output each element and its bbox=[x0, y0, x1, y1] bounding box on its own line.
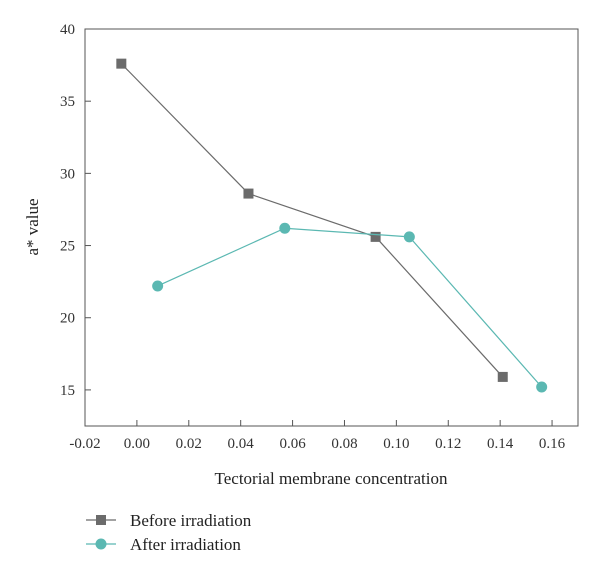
legend: Before irradiation After irradiation bbox=[86, 511, 252, 554]
data-point-circle bbox=[403, 231, 415, 243]
plot-frame bbox=[84, 28, 579, 427]
data-point-circle bbox=[152, 280, 164, 292]
legend-item-after: After irradiation bbox=[86, 535, 241, 554]
x-tick-label: 0.08 bbox=[331, 436, 357, 452]
legend-label-before: Before irradiation bbox=[130, 511, 252, 530]
legend-marker-after bbox=[95, 538, 107, 550]
legend-marker-before bbox=[96, 515, 106, 525]
x-tick-label: 0.00 bbox=[124, 436, 150, 452]
y-tick-label: 20 bbox=[60, 311, 75, 327]
data-point-square bbox=[243, 188, 254, 199]
legend-item-before: Before irradiation bbox=[86, 511, 252, 530]
x-tick-label: 0.10 bbox=[383, 436, 409, 452]
y-axis-title: a* value bbox=[23, 198, 42, 255]
x-tick-label: 0.04 bbox=[228, 436, 255, 452]
data-point-square bbox=[116, 58, 127, 69]
x-tick-label: 0.14 bbox=[487, 436, 514, 452]
y-tick-label: 25 bbox=[60, 239, 75, 255]
series-line-0 bbox=[120, 63, 504, 378]
x-axis-ticks: -0.02 0.00 0.02 0.04 0.06 0.08 0.10 0.12 0.14 0.1… bbox=[69, 420, 566, 452]
y-axis-ticks: 15 20 25 30 35 40 bbox=[60, 22, 91, 399]
x-axis-title: Tectorial membrane concentration bbox=[215, 469, 448, 488]
data-point-square bbox=[497, 371, 508, 382]
x-tick-label: 0.12 bbox=[435, 436, 461, 452]
data-point-circle bbox=[536, 381, 548, 393]
y-tick-label: 40 bbox=[60, 22, 75, 38]
series-layer bbox=[116, 58, 548, 393]
y-tick-label: 35 bbox=[60, 94, 75, 110]
data-point-circle bbox=[279, 222, 291, 234]
x-tick-label: 0.16 bbox=[539, 436, 566, 452]
x-tick-label: 0.02 bbox=[176, 436, 202, 452]
y-tick-label: 30 bbox=[60, 166, 75, 182]
y-tick-label: 15 bbox=[60, 383, 75, 399]
data-point-square bbox=[370, 231, 381, 242]
series-line-1 bbox=[157, 227, 543, 388]
x-tick-label: 0.06 bbox=[279, 436, 306, 452]
x-tick-label: -0.02 bbox=[69, 436, 100, 452]
legend-label-after: After irradiation bbox=[130, 535, 241, 554]
